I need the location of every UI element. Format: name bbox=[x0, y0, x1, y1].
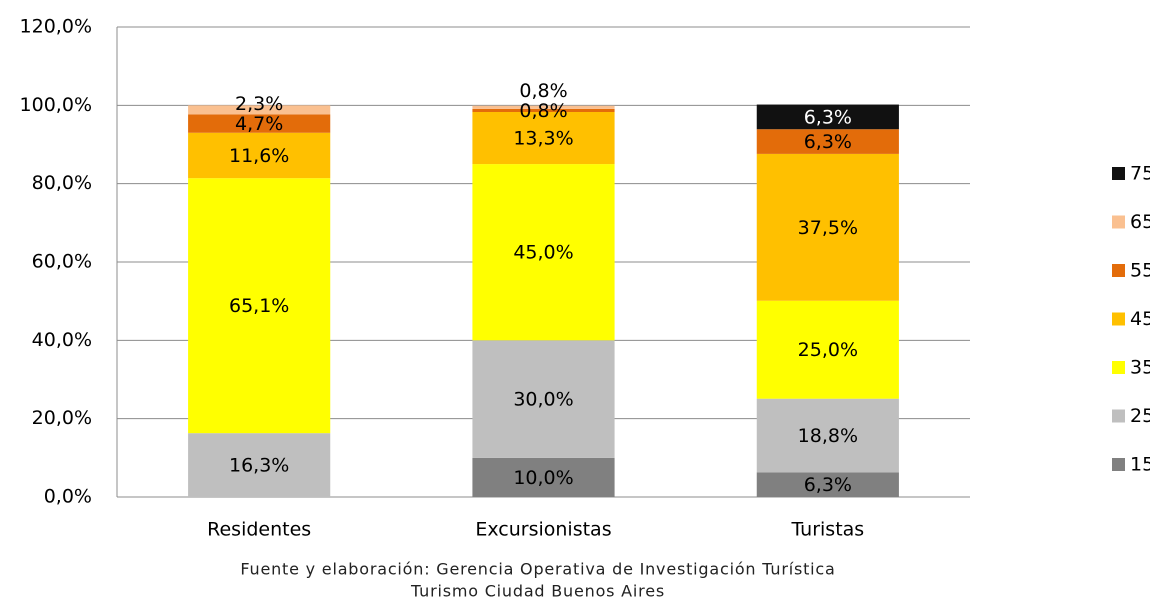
bar-segment bbox=[756, 398, 899, 473]
bar-segment bbox=[756, 129, 899, 154]
legend-swatch bbox=[1112, 409, 1125, 423]
x-tick-label: Excursionistas bbox=[475, 519, 611, 541]
bar-segment bbox=[472, 111, 615, 165]
data-label: 6,3% bbox=[804, 131, 852, 153]
bar-segment bbox=[188, 178, 331, 434]
data-label: 0,8% bbox=[519, 80, 567, 102]
data-label: 4,7% bbox=[235, 113, 283, 135]
legend-swatch bbox=[1112, 458, 1125, 471]
legend-label: 65-74 años bbox=[1130, 211, 1150, 233]
data-label: 10,0% bbox=[513, 467, 573, 489]
legend-swatch bbox=[1112, 361, 1125, 374]
bar-segment bbox=[472, 105, 615, 109]
data-label: 2,3% bbox=[235, 93, 283, 115]
y-tick-label: 80,0% bbox=[32, 172, 92, 194]
legend-label: 75-84 años bbox=[1130, 163, 1150, 185]
data-label: 6,3% bbox=[804, 106, 852, 128]
bar-segment bbox=[472, 340, 615, 458]
source-note: Turismo Ciudad Buenos Aires bbox=[410, 582, 665, 601]
bar-segment bbox=[472, 457, 615, 497]
bar-segment bbox=[756, 300, 899, 399]
data-label: 11,6% bbox=[229, 145, 289, 167]
data-label: 45,0% bbox=[513, 242, 573, 264]
bar-segment bbox=[188, 114, 331, 133]
y-tick-label: 20,0% bbox=[32, 407, 92, 429]
legend-swatch bbox=[1112, 312, 1125, 326]
data-label: 65,1% bbox=[229, 295, 289, 317]
data-label: 30,0% bbox=[513, 389, 573, 411]
data-label: 0,8% bbox=[519, 100, 567, 122]
data-label: 16,3% bbox=[229, 455, 289, 477]
legend-label: 15-24 años bbox=[1130, 454, 1150, 476]
legend-swatch bbox=[1112, 264, 1125, 277]
y-tick-label: 40,0% bbox=[32, 329, 92, 351]
legend-label: 35-44 años bbox=[1130, 357, 1150, 379]
bar-segment bbox=[188, 433, 331, 497]
x-tick-label: Turistas bbox=[790, 519, 864, 541]
legend-label: 25-34 años bbox=[1130, 405, 1150, 427]
bar-segment bbox=[472, 108, 615, 112]
bar-segment bbox=[188, 132, 331, 179]
bar-segment bbox=[472, 164, 615, 341]
bar-segment bbox=[188, 105, 331, 115]
data-label: 37,5% bbox=[798, 217, 858, 239]
data-label: 18,8% bbox=[798, 425, 858, 447]
data-label: 13,3% bbox=[513, 128, 573, 150]
y-tick-label: 120,0% bbox=[20, 16, 92, 38]
legend-swatch bbox=[1112, 167, 1125, 180]
data-label: 25,0% bbox=[798, 339, 858, 361]
y-tick-label: 100,0% bbox=[20, 94, 92, 116]
bar-segment bbox=[756, 153, 899, 301]
legend-label: 55-64 años bbox=[1130, 260, 1150, 282]
bar-segment bbox=[756, 472, 899, 497]
bar-segment bbox=[756, 104, 899, 130]
source-note: Fuente y elaboración: Gerencia Operativa… bbox=[240, 560, 835, 579]
data-label: 6,3% bbox=[804, 474, 852, 496]
legend-label: 45-54 años bbox=[1130, 308, 1150, 330]
y-tick-label: 0,0% bbox=[44, 486, 92, 508]
y-tick-label: 60,0% bbox=[32, 251, 92, 273]
legend-swatch bbox=[1112, 215, 1125, 229]
x-tick-label: Residentes bbox=[207, 519, 311, 541]
